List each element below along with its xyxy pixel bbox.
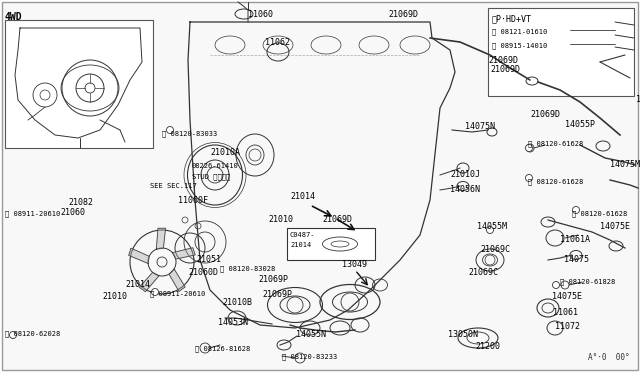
Text: C0487-: C0487- (290, 232, 316, 238)
Text: Ⓑ 08120-83033: Ⓑ 08120-83033 (162, 130, 217, 137)
Text: 21051: 21051 (196, 255, 221, 264)
Circle shape (166, 126, 173, 134)
Text: 21010J: 21010J (450, 170, 480, 179)
Circle shape (525, 144, 532, 151)
Circle shape (486, 227, 493, 234)
Polygon shape (169, 269, 185, 291)
Text: 13050N: 13050N (448, 330, 478, 339)
Text: 11061: 11061 (553, 308, 578, 317)
Text: 21060: 21060 (60, 208, 85, 217)
Text: 11061A: 11061A (560, 235, 590, 244)
Text: Ⓝ 08911-20610: Ⓝ 08911-20610 (5, 210, 60, 217)
Text: Ⓑ 08120-83233: Ⓑ 08120-83233 (282, 353, 337, 360)
Text: 21069D: 21069D (490, 65, 520, 74)
Text: 14055N: 14055N (296, 330, 326, 339)
Text: 21069D: 21069D (388, 10, 418, 19)
Text: 21014: 21014 (290, 192, 315, 201)
Text: 4WD: 4WD (5, 12, 22, 22)
Circle shape (525, 174, 532, 182)
Text: 21060D: 21060D (188, 268, 218, 277)
Text: Ⓑ 08120-83028: Ⓑ 08120-83028 (220, 265, 275, 272)
Text: 21069P: 21069P (262, 290, 292, 299)
Text: Ⓡ 08915-14010: Ⓡ 08915-14010 (492, 42, 547, 49)
Text: 21069C: 21069C (468, 268, 498, 277)
Text: 21014: 21014 (290, 242, 311, 248)
Text: 14055P: 14055P (565, 120, 595, 129)
Text: Ⓑ 08120-61628: Ⓑ 08120-61628 (528, 178, 583, 185)
Polygon shape (172, 248, 195, 259)
Text: 14053N: 14053N (636, 95, 640, 104)
Text: 14055M: 14055M (477, 222, 507, 231)
Text: 14075: 14075 (564, 255, 589, 264)
Text: 21200: 21200 (475, 342, 500, 351)
Text: 14075E: 14075E (600, 222, 630, 231)
Text: 21069C: 21069C (480, 245, 510, 254)
Polygon shape (156, 228, 166, 249)
Text: Ⓑ 08126-81628: Ⓑ 08126-81628 (195, 345, 250, 352)
Text: 11060: 11060 (248, 10, 273, 19)
Text: Ⓑ 08121-01610: Ⓑ 08121-01610 (492, 28, 547, 35)
Text: 11060F: 11060F (178, 196, 208, 205)
Text: 21069D: 21069D (488, 56, 518, 65)
Text: ⓆP·HD+VT: ⓆP·HD+VT (492, 14, 532, 23)
Polygon shape (140, 272, 159, 292)
Text: STUD スタッド: STUD スタッド (192, 173, 230, 180)
Text: 21010B: 21010B (222, 298, 252, 307)
Bar (488, 8, 634, 96)
Circle shape (552, 282, 559, 289)
Text: Ⓑ 08120-61828: Ⓑ 08120-61828 (560, 278, 615, 285)
Text: 21014: 21014 (125, 280, 150, 289)
Text: 13049: 13049 (342, 260, 367, 269)
Text: 14056N: 14056N (450, 185, 480, 194)
Text: 21069P: 21069P (258, 275, 288, 284)
Text: 11062: 11062 (265, 38, 290, 47)
Text: 14053N: 14053N (218, 318, 248, 327)
Text: Ⓝ 08911-20610: Ⓝ 08911-20610 (150, 290, 205, 296)
Circle shape (10, 331, 17, 339)
Circle shape (152, 289, 159, 295)
Bar (5, 20, 153, 148)
Text: 21069D: 21069D (322, 215, 352, 224)
Text: SEE SEC.117: SEE SEC.117 (150, 183, 196, 189)
Circle shape (573, 206, 579, 214)
Text: Ⓑ 08120-61628: Ⓑ 08120-61628 (572, 210, 627, 217)
Text: 21010A: 21010A (210, 148, 240, 157)
Text: 21069D: 21069D (530, 110, 560, 119)
Text: 14075M: 14075M (610, 160, 640, 169)
Text: 14075E: 14075E (552, 292, 582, 301)
Text: 14075N: 14075N (465, 122, 495, 131)
Text: Ⓑ 08120-62028: Ⓑ 08120-62028 (5, 330, 60, 337)
Bar (287, 228, 375, 260)
Text: 08226-61410: 08226-61410 (192, 163, 239, 169)
Text: Ⓑ 08120-61628: Ⓑ 08120-61628 (528, 140, 583, 147)
Polygon shape (129, 248, 149, 263)
Text: 21010: 21010 (102, 292, 127, 301)
Text: 11072: 11072 (555, 322, 580, 331)
Text: A°·0  00°: A°·0 00° (588, 353, 630, 362)
Text: 21082: 21082 (68, 198, 93, 207)
Text: 21010: 21010 (268, 215, 293, 224)
